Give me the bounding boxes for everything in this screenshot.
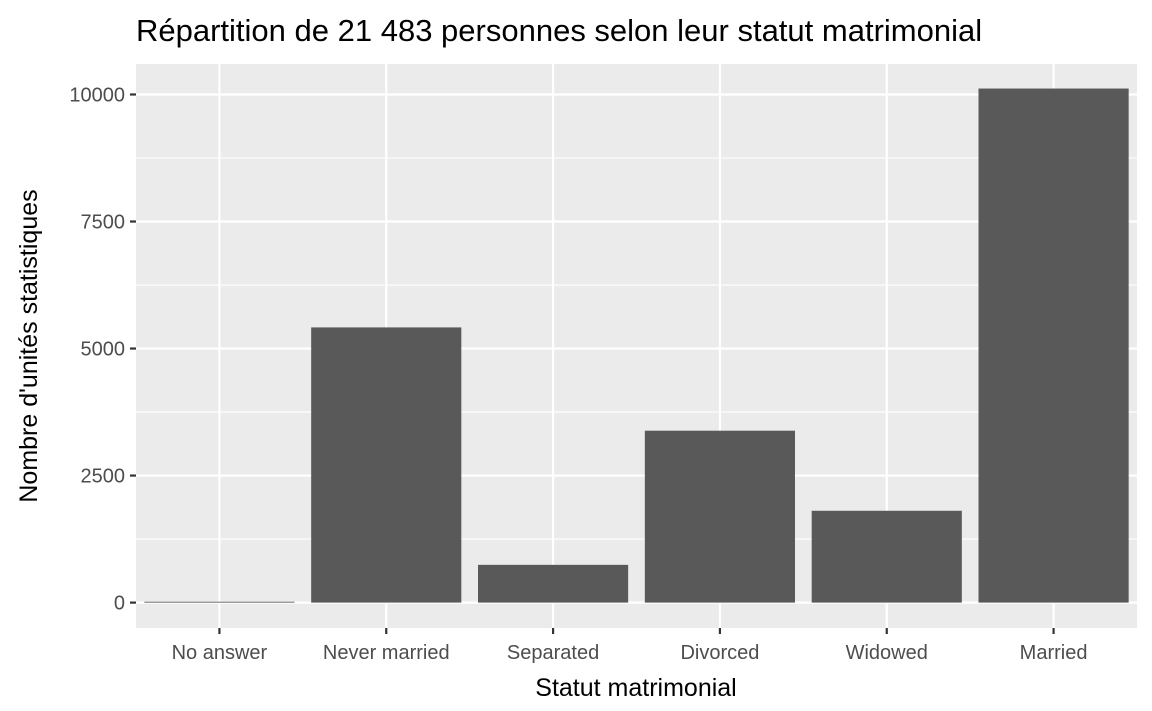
x-tick-label: No answer bbox=[172, 642, 268, 664]
bar-separated bbox=[478, 564, 629, 603]
y-tick-label: 7500 bbox=[81, 212, 126, 234]
bar-no-answer bbox=[144, 601, 295, 603]
x-tick-label: Divorced bbox=[680, 642, 759, 664]
x-tick-label: Married bbox=[1020, 642, 1088, 664]
y-tick-label: 5000 bbox=[81, 339, 126, 361]
bar-widowed bbox=[811, 510, 962, 603]
chart-title: Répartition de 21 483 personnes selon le… bbox=[136, 13, 982, 48]
y-tick-label: 2500 bbox=[81, 466, 126, 488]
x-tick-label: Widowed bbox=[846, 642, 928, 664]
y-axis-title: Nombre d'unités statistiques bbox=[15, 189, 43, 502]
bar-never-married bbox=[311, 327, 462, 603]
bar-married bbox=[978, 88, 1129, 603]
y-tick-label: 10000 bbox=[69, 84, 125, 106]
y-axis: 0 2500 5000 7500 10000 bbox=[69, 84, 136, 615]
x-tick-label: Separated bbox=[507, 642, 599, 664]
x-tick-label: Never married bbox=[323, 642, 450, 664]
x-axis: No answer Never married Separated Divorced W… bbox=[172, 628, 1088, 664]
y-tick-label: 0 bbox=[114, 593, 125, 615]
x-axis-title: Statut matrimonial bbox=[535, 674, 736, 702]
minor-gridlines-y bbox=[136, 157, 1137, 540]
bars bbox=[144, 88, 1129, 603]
bar-divorced bbox=[644, 430, 795, 603]
major-gridlines-y bbox=[136, 93, 1137, 604]
